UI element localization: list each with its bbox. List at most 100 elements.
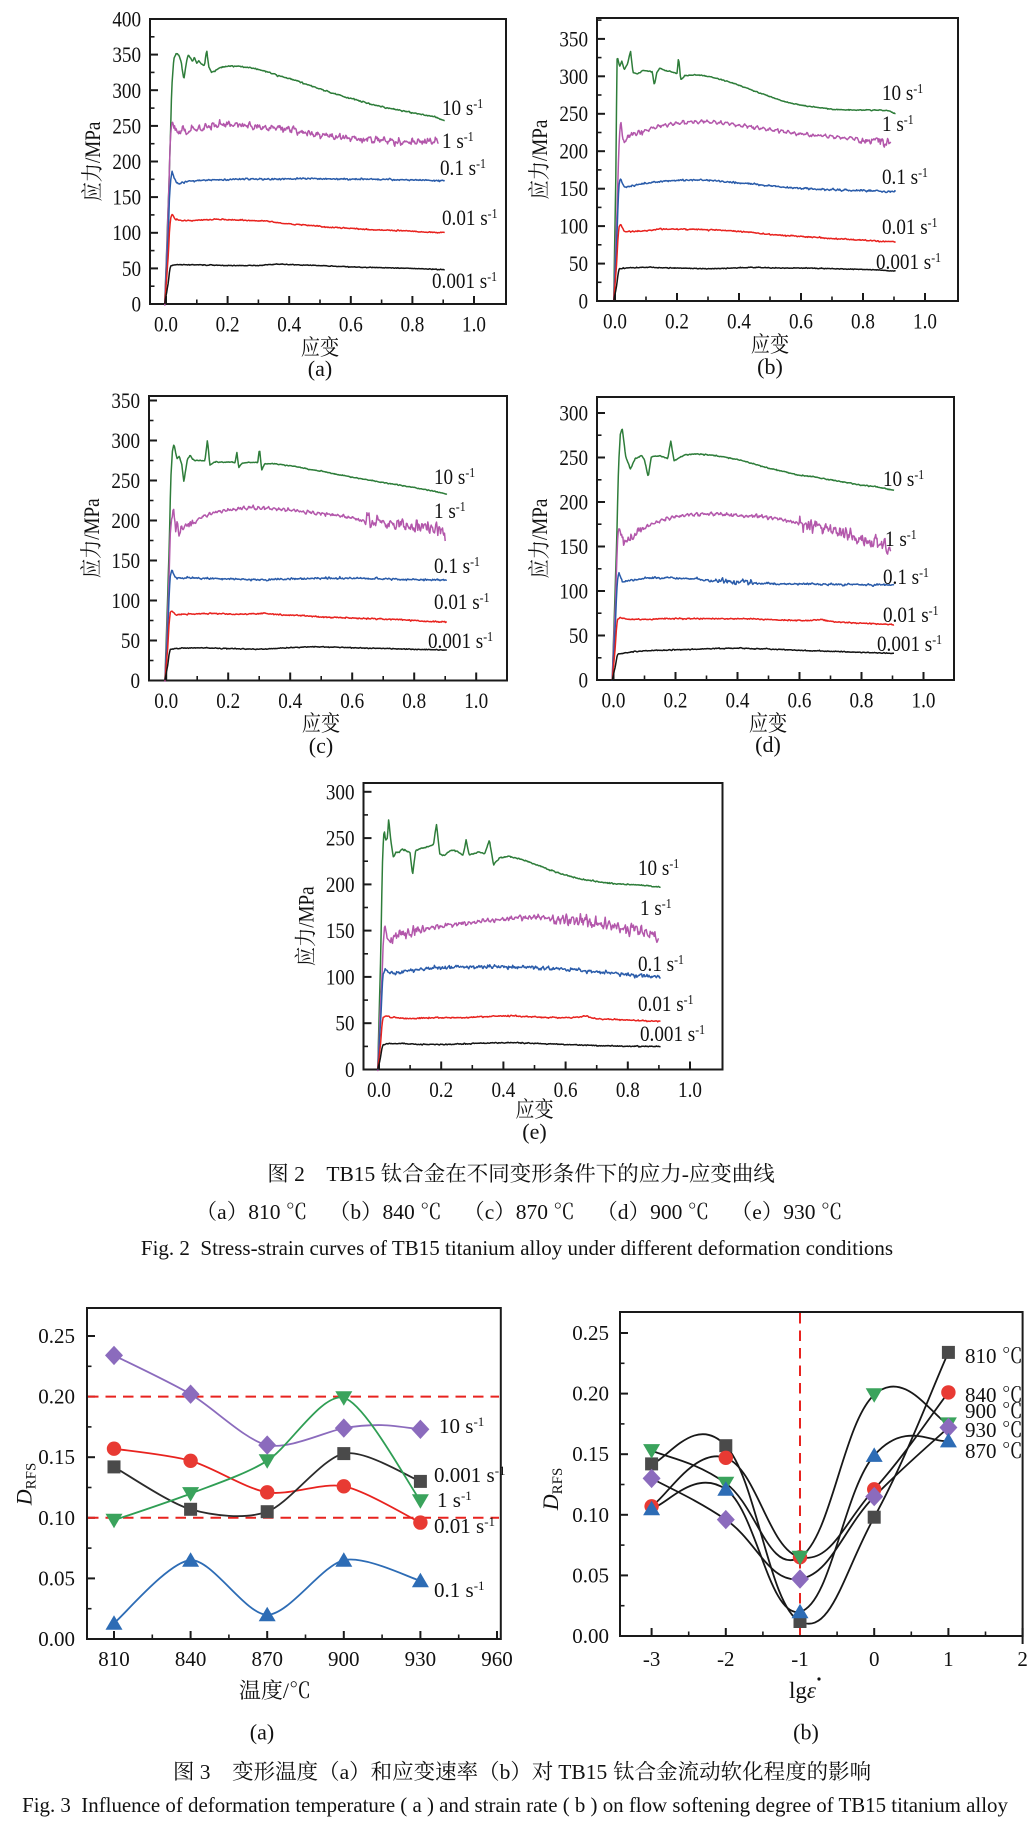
- svg-text:TB15: TB15: [553, 1760, 612, 1784]
- svg-text:(b): (b): [757, 354, 783, 379]
- svg-text:1.0: 1.0: [913, 308, 937, 334]
- svg-text:810: 810: [98, 1647, 130, 1671]
- svg-text:840: 840: [175, 1647, 207, 1671]
- svg-text:(a): (a): [250, 1720, 274, 1745]
- svg-text:/MPa: /MPa: [527, 120, 553, 161]
- svg-text:(b): (b): [793, 1720, 819, 1745]
- svg-text:200: 200: [559, 138, 588, 164]
- svg-text:0.6: 0.6: [340, 688, 364, 714]
- svg-text:100: 100: [559, 578, 588, 604]
- svg-text:250: 250: [111, 468, 140, 494]
- svg-text:0.001 s-1: 0.001 s-1: [432, 268, 497, 294]
- svg-text:(a): (a): [308, 356, 332, 381]
- svg-text:0.001 s-1: 0.001 s-1: [428, 628, 493, 654]
- svg-text:0.8: 0.8: [400, 311, 424, 337]
- svg-text:900: 900: [650, 1200, 688, 1224]
- svg-text:0.15: 0.15: [572, 1442, 609, 1466]
- svg-text:50: 50: [569, 623, 588, 649]
- svg-text:0: 0: [869, 1647, 880, 1671]
- svg-text:-: -: [682, 1162, 689, 1186]
- svg-text:150: 150: [559, 176, 588, 202]
- svg-text:50: 50: [122, 255, 141, 281]
- svg-text:250: 250: [326, 825, 355, 851]
- svg-text:810: 810: [248, 1200, 286, 1224]
- svg-text:870: 870: [251, 1647, 283, 1671]
- svg-text:/: /: [283, 1678, 290, 1703]
- svg-text:/MPa: /MPa: [80, 122, 106, 163]
- svg-text:0.001 s-1: 0.001 s-1: [876, 249, 941, 275]
- svg-text:-1: -1: [791, 1647, 809, 1671]
- svg-text:100: 100: [112, 220, 141, 246]
- svg-text:0.8: 0.8: [402, 688, 426, 714]
- svg-text:DRFS: DRFS: [12, 1463, 40, 1507]
- svg-text:(d): (d): [755, 732, 781, 757]
- svg-text:200: 200: [112, 149, 141, 175]
- svg-text:0: 0: [130, 668, 140, 694]
- svg-text:0.2: 0.2: [429, 1077, 453, 1103]
- svg-text:0.2: 0.2: [665, 308, 689, 334]
- svg-text:0.2: 0.2: [216, 688, 240, 714]
- svg-text:0.2: 0.2: [216, 311, 240, 337]
- svg-text:TB15: TB15: [326, 1162, 380, 1186]
- svg-text:250: 250: [559, 445, 588, 471]
- svg-text:0.4: 0.4: [278, 688, 302, 714]
- svg-text:50: 50: [121, 628, 140, 654]
- svg-text:0.05: 0.05: [38, 1566, 75, 1590]
- svg-text:810: 810: [965, 1344, 1002, 1368]
- svg-text:300: 300: [559, 400, 588, 426]
- svg-text:0.8: 0.8: [850, 687, 874, 713]
- svg-text:250: 250: [112, 113, 141, 139]
- svg-text:d: d: [618, 1200, 629, 1224]
- svg-text:0.8: 0.8: [851, 308, 875, 334]
- svg-text:0: 0: [345, 1057, 355, 1083]
- svg-text:100: 100: [326, 964, 355, 990]
- svg-text:a: a: [340, 1760, 350, 1784]
- svg-text:1.0: 1.0: [464, 688, 488, 714]
- svg-text:0.6: 0.6: [789, 308, 813, 334]
- svg-text:350: 350: [112, 42, 141, 68]
- svg-text:0.4: 0.4: [491, 1077, 515, 1103]
- svg-text:/MPa: /MPa: [293, 886, 319, 927]
- svg-text:Fig. 2 Stress-strain curves o: Fig. 2 Stress-strain curves of TB15 tita…: [141, 1236, 893, 1260]
- svg-text:50: 50: [335, 1010, 354, 1036]
- svg-text:Fig. 3 Influence of deformati: Fig. 3 Influence of deformation temperat…: [22, 1793, 1008, 1817]
- svg-text:930: 930: [405, 1647, 437, 1671]
- svg-text:/MPa: /MPa: [527, 499, 553, 540]
- svg-text:350: 350: [559, 26, 588, 52]
- svg-text:0.0: 0.0: [154, 311, 178, 337]
- svg-text:1: 1: [943, 1647, 954, 1671]
- svg-text:0.15: 0.15: [38, 1445, 75, 1469]
- svg-text:0.10: 0.10: [572, 1503, 609, 1527]
- svg-text:0.0: 0.0: [154, 688, 178, 714]
- svg-text:0: 0: [578, 667, 588, 693]
- svg-text:b: b: [350, 1200, 361, 1224]
- svg-text:2: 2: [289, 1162, 305, 1186]
- svg-text:0: 0: [131, 291, 141, 317]
- svg-text:150: 150: [112, 184, 141, 210]
- svg-text:200: 200: [559, 489, 588, 515]
- svg-text:1.0: 1.0: [462, 311, 486, 337]
- svg-text:400: 400: [112, 6, 141, 32]
- svg-text:0.001 s-1: 0.001 s-1: [434, 1463, 506, 1487]
- svg-text:0.4: 0.4: [277, 311, 301, 337]
- svg-text:0.4: 0.4: [726, 687, 750, 713]
- svg-text:0.0: 0.0: [603, 308, 627, 334]
- svg-text:930: 930: [783, 1200, 821, 1224]
- svg-text:0.6: 0.6: [554, 1077, 578, 1103]
- svg-text:0.0: 0.0: [367, 1077, 391, 1103]
- svg-text:300: 300: [559, 63, 588, 89]
- svg-text:840: 840: [965, 1383, 1002, 1407]
- svg-text:0.05: 0.05: [572, 1563, 609, 1587]
- svg-text:-3: -3: [643, 1647, 661, 1671]
- svg-text:0: 0: [578, 288, 588, 314]
- svg-text:0.20: 0.20: [572, 1382, 609, 1406]
- svg-text:0.00: 0.00: [572, 1624, 609, 1648]
- svg-text:250: 250: [559, 101, 588, 127]
- svg-text:b: b: [500, 1760, 511, 1784]
- svg-text:150: 150: [559, 534, 588, 560]
- svg-text:2: 2: [1017, 1647, 1028, 1671]
- svg-text:-2: -2: [717, 1647, 735, 1671]
- svg-text:0.25: 0.25: [572, 1321, 609, 1345]
- svg-text:0.001 s-1: 0.001 s-1: [877, 631, 942, 657]
- svg-text:1 s-1: 1 s-1: [640, 895, 672, 921]
